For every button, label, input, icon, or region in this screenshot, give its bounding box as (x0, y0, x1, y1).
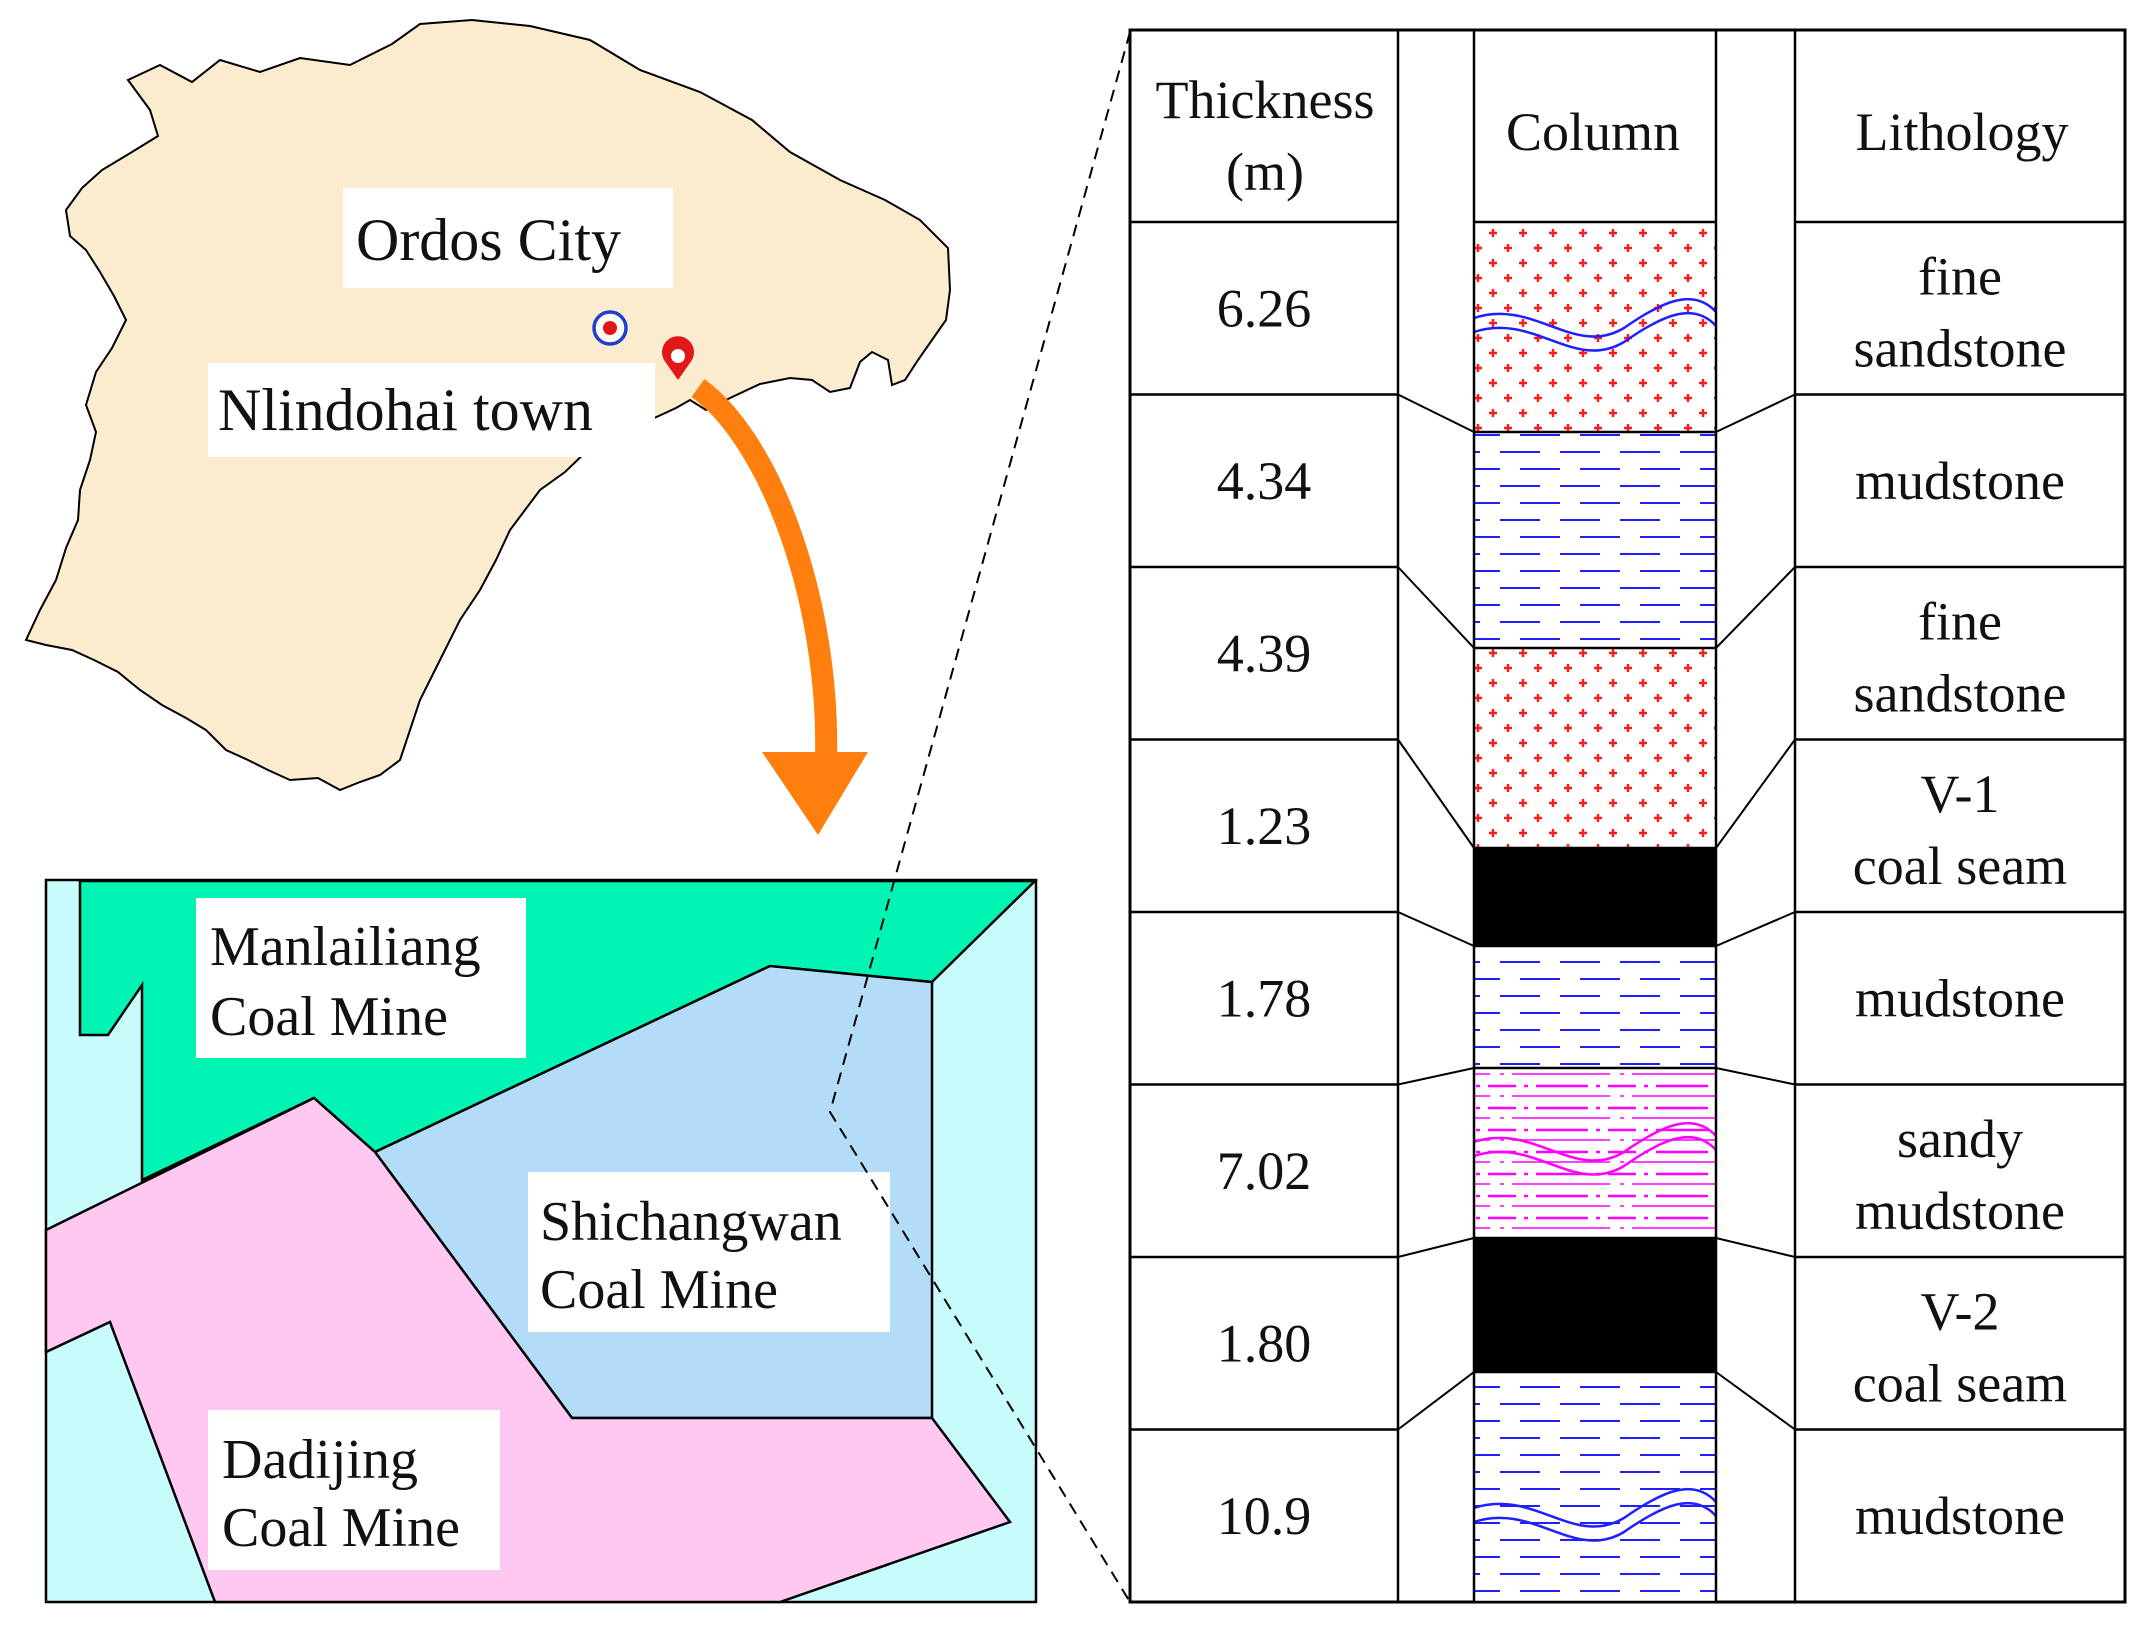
lithology-label-line1: mudstone (1855, 1486, 2065, 1546)
lithology-label-line1: fine (1918, 591, 2002, 651)
manlailiang-label-box (196, 898, 526, 1058)
correlation-line (1715, 1237, 1796, 1258)
city-label: Ordos City (356, 207, 621, 273)
manlailiang-label-line2: Coal Mine (210, 986, 448, 1048)
lithology-label-line1: mudstone (1855, 968, 2065, 1028)
column-layer-mudstone (1474, 946, 1716, 1068)
bedding-curve (1473, 1135, 1717, 1176)
column-layer-coal (1474, 848, 1716, 946)
correlation-line (1397, 1067, 1475, 1086)
lithology-label-line1: sandy (1897, 1109, 2023, 1169)
correlation-line (1715, 911, 1796, 947)
column-header: Column (1506, 102, 1680, 162)
town-label: Nlindohai town (218, 377, 593, 443)
correlation-line (1715, 566, 1796, 649)
lithology-label-line1: mudstone (1855, 451, 2065, 511)
connector-arrow (691, 379, 868, 835)
column-layer-coal (1474, 1238, 1716, 1372)
mine-map: Manlailiang Coal Mine Shichangwan Coal M… (44, 878, 1039, 1604)
thickness-header-line1: Thickness (1156, 70, 1375, 130)
thickness-value: 6.26 (1217, 278, 1312, 338)
thickness-header-line2: (m) (1226, 142, 1304, 202)
thickness-value: 7.02 (1217, 1141, 1312, 1201)
thickness-value: 4.39 (1217, 623, 1312, 683)
column-layer-fine-sandstone (1474, 648, 1716, 848)
town-label-box (208, 363, 655, 457)
correlation-line (1397, 738, 1475, 849)
dadijing-label-box (208, 1410, 500, 1570)
correlation-line (1397, 393, 1475, 433)
column-layer-mudstone (1474, 1372, 1716, 1602)
lithology-label-line1: V-2 (1920, 1281, 1999, 1341)
lithology-label-line1: V-1 (1920, 764, 1999, 824)
table-header: Thickness (m) Column Lithology (1156, 70, 2069, 202)
shichangwan-label-line2: Coal Mine (540, 1259, 778, 1321)
lithology-header: Lithology (1856, 102, 2069, 162)
bedding-curve (1473, 297, 1717, 338)
thickness-value: 1.80 (1217, 1313, 1312, 1373)
overview-map: Ordos City Nlindohai town (24, 18, 952, 835)
column-layer-mudstone (1474, 432, 1716, 648)
lithology-label-line2: coal seam (1853, 836, 2067, 896)
location-pin-icon (662, 336, 694, 380)
strata-column-table: 6.26 fine sandstone 4.34 mudstone 4.39 fine san… (1128, 28, 2127, 1604)
city-label-box (343, 188, 673, 288)
bedding-curve (1473, 1501, 1717, 1542)
shichangwan-label-line1: Shichangwan (540, 1191, 842, 1253)
manlailiang-label-line1: Manlailiang (210, 916, 481, 978)
correlation-line (1397, 1237, 1475, 1258)
thickness-value: 1.23 (1217, 796, 1312, 856)
lithology-label-line1: fine (1918, 246, 2002, 306)
bedding-curve (1473, 1121, 1717, 1162)
table-grid (1130, 30, 2125, 1604)
correlation-line (1715, 1067, 1796, 1086)
correlation-line (1397, 566, 1475, 649)
correlation-line (1715, 393, 1796, 433)
city-marker-icon (592, 310, 628, 346)
lithology-label-line2: coal seam (1853, 1353, 2067, 1413)
dadijing-label-line2: Coal Mine (222, 1497, 460, 1559)
bedding-curve (1473, 311, 1717, 352)
shichangwan-label-box (528, 1172, 890, 1332)
thickness-value: 10.9 (1217, 1486, 1312, 1546)
correlation-line (1715, 1371, 1796, 1431)
lithology-label-line2: mudstone (1855, 1181, 2065, 1241)
lithology-label-line2: sandstone (1854, 663, 2067, 723)
lithology-label-line2: sandstone (1854, 318, 2067, 378)
correlation-line (1715, 738, 1796, 849)
zoom-connector (828, 31, 1131, 1603)
dadijing-label-line1: Dadijing (222, 1429, 418, 1491)
column-layer-fine-sandstone (1474, 222, 1716, 432)
correlation-line (1397, 911, 1475, 947)
thickness-value: 1.78 (1217, 968, 1312, 1028)
correlation-line (1397, 1371, 1475, 1431)
thickness-value: 4.34 (1217, 451, 1312, 511)
bedding-curve (1473, 1487, 1717, 1528)
